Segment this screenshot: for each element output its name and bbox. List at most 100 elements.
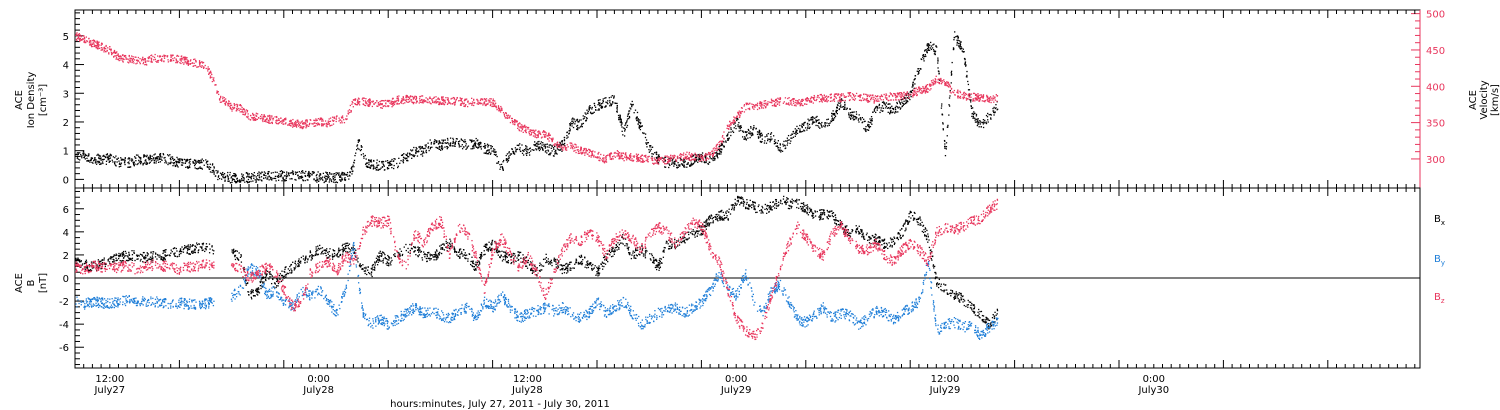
data-point	[243, 107, 245, 110]
data-point	[417, 151, 420, 153]
data-point	[511, 117, 513, 120]
data-point	[811, 96, 813, 99]
data-point	[945, 146, 948, 148]
data-point	[800, 101, 802, 103]
data-point	[176, 60, 178, 62]
data-point	[524, 130, 526, 132]
data-point	[118, 162, 121, 164]
data-point	[797, 102, 799, 104]
data-point	[937, 78, 939, 81]
data-point	[230, 102, 232, 105]
data-point	[957, 89, 959, 91]
data-point	[656, 157, 658, 159]
data-point	[148, 60, 150, 62]
data-point	[632, 103, 634, 106]
data-point	[867, 125, 869, 127]
data-point	[990, 99, 992, 101]
data-point	[341, 120, 343, 122]
data-point	[379, 168, 381, 171]
data-point	[694, 159, 696, 161]
data-point	[591, 112, 593, 115]
data-point	[419, 146, 421, 148]
data-point	[833, 95, 836, 98]
data-point	[289, 120, 292, 122]
data-point	[85, 41, 87, 44]
data-point	[657, 163, 660, 165]
data-point	[539, 148, 542, 150]
data-point	[739, 127, 741, 130]
data-point	[911, 89, 914, 91]
data-point	[465, 143, 467, 145]
data-point	[268, 179, 270, 181]
data-point	[150, 54, 152, 57]
data-point	[483, 103, 485, 105]
data-point	[408, 97, 411, 100]
data-point	[628, 110, 630, 112]
data-point	[542, 148, 544, 150]
data-point	[316, 124, 319, 126]
data-point	[982, 123, 985, 125]
data-point	[914, 83, 916, 85]
data-point	[892, 111, 894, 113]
data-point	[977, 94, 979, 96]
data-point	[842, 105, 845, 108]
data-point	[265, 177, 267, 179]
data-point	[878, 100, 880, 102]
data-point	[101, 48, 103, 51]
data-point	[448, 143, 450, 145]
data-point	[335, 116, 338, 118]
data-point	[657, 154, 660, 156]
data-point	[803, 123, 805, 125]
data-point	[810, 100, 812, 102]
data-point	[855, 92, 858, 95]
data-point	[110, 154, 112, 156]
data-point	[314, 125, 316, 127]
data-point	[484, 147, 486, 149]
data-point	[144, 155, 146, 157]
data-point	[646, 158, 648, 160]
data-point	[714, 158, 716, 160]
data-point	[230, 104, 233, 106]
data-point	[256, 113, 259, 115]
data-point	[108, 161, 110, 163]
data-point	[865, 130, 867, 132]
data-point	[402, 154, 404, 156]
data-point	[637, 119, 639, 121]
data-point	[938, 72, 940, 74]
data-point	[407, 156, 409, 158]
data-point	[758, 107, 761, 110]
data-point	[278, 119, 280, 121]
data-point	[241, 175, 243, 177]
data-point	[912, 85, 914, 87]
data-point	[275, 115, 278, 118]
data-point	[833, 118, 835, 120]
data-point	[176, 156, 178, 159]
data-point	[798, 103, 800, 105]
data-point	[350, 166, 353, 169]
data-point	[272, 119, 274, 121]
data-point	[591, 154, 593, 156]
data-point	[98, 41, 100, 43]
data-point	[913, 79, 915, 81]
data-point	[452, 137, 454, 140]
data-point	[658, 157, 661, 159]
data-point	[668, 161, 670, 163]
data-point	[528, 154, 531, 156]
data-point	[175, 58, 177, 60]
data-point	[571, 142, 573, 144]
data-point	[127, 61, 129, 63]
data-point	[976, 98, 978, 100]
data-point	[99, 163, 101, 166]
data-point	[202, 61, 205, 64]
data-point	[538, 130, 540, 132]
data-point	[188, 159, 190, 161]
data-point	[517, 124, 519, 126]
data-point	[209, 163, 211, 165]
data-point	[269, 122, 271, 124]
data-point	[835, 109, 838, 112]
data-point	[489, 101, 491, 103]
data-point	[181, 159, 183, 162]
data-point	[956, 91, 958, 93]
data-point	[263, 171, 266, 173]
data-point	[458, 143, 460, 145]
